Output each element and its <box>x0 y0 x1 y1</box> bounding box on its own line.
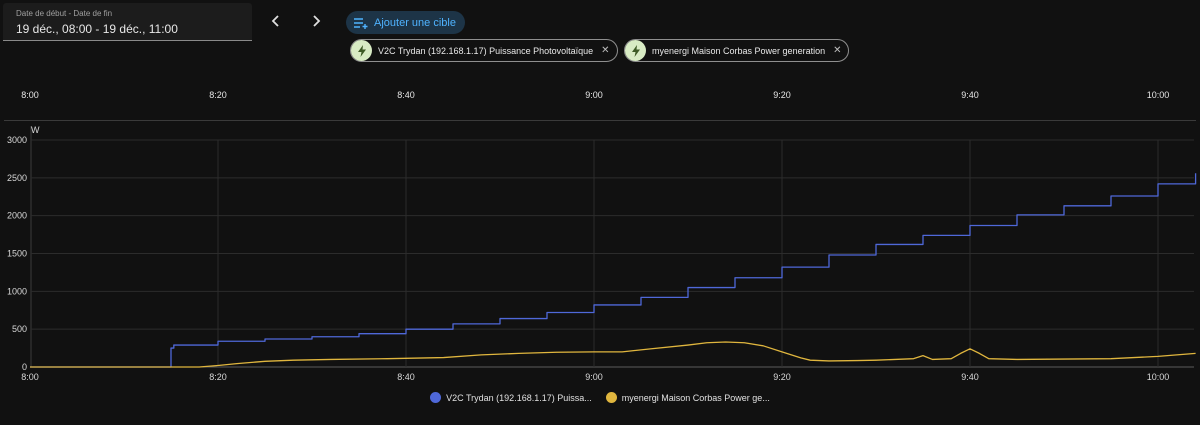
y-axis-label: W <box>31 125 40 135</box>
y-tick-label: 1500 <box>7 249 27 259</box>
date-range-label: Date de début - Date de fin <box>16 9 113 18</box>
y-tick-label: 3000 <box>7 135 27 145</box>
lightning-icon <box>625 40 646 61</box>
x-tick-label: 8:00 <box>21 372 39 382</box>
timeline-label: 9:40 <box>961 90 979 100</box>
timeline-label: 8:20 <box>209 90 227 100</box>
legend-swatch <box>605 392 617 403</box>
target-chip-myenergi[interactable]: myenergi Maison Corbas Power generation … <box>624 39 850 62</box>
date-range-picker[interactable]: Date de début - Date de fin 19 déc., 08:… <box>3 3 252 41</box>
legend-label: myenergi Maison Corbas Power ge... <box>621 392 770 403</box>
y-tick-label: 500 <box>12 324 27 334</box>
timeline-label: 9:00 <box>585 90 603 100</box>
y-tick-label: 2500 <box>7 173 27 183</box>
chevron-right-icon <box>313 15 321 27</box>
series-line-0 <box>30 173 1197 368</box>
x-tick-label: 9:40 <box>961 372 979 382</box>
series-line-1 <box>30 341 1196 368</box>
previous-period-button[interactable] <box>264 10 288 34</box>
timeline-label: 9:20 <box>773 90 791 100</box>
chart-legend: V2C Trydan (192.168.1.17) Puissa... myen… <box>0 392 1200 403</box>
add-target-button[interactable]: Ajouter une cible <box>346 11 465 34</box>
timeline-label: 10:00 <box>1146 90 1170 100</box>
x-tick-label: 8:20 <box>209 372 227 382</box>
close-icon[interactable]: ✕ <box>833 45 842 56</box>
y-tick-label: 1000 <box>7 286 27 296</box>
x-tick-label: 9:20 <box>773 372 791 382</box>
target-chip-label: myenergi Maison Corbas Power generation <box>652 45 826 56</box>
add-target-label: Ajouter une cible <box>374 16 456 29</box>
date-range-value: 19 déc., 08:00 - 19 déc., 11:00 <box>16 22 178 36</box>
legend-item-myenergi[interactable]: myenergi Maison Corbas Power ge... <box>605 392 770 403</box>
target-chip-label: V2C Trydan (192.168.1.17) Puissance Phot… <box>378 45 594 56</box>
playlist-add-icon <box>354 17 368 29</box>
target-chip-v2c-trydan[interactable]: V2C Trydan (192.168.1.17) Puissance Phot… <box>350 39 618 62</box>
timeline-label: 8:40 <box>397 90 415 100</box>
legend-swatch <box>430 392 442 403</box>
lightning-icon <box>351 40 372 61</box>
legend-item-v2c-trydan[interactable]: V2C Trydan (192.168.1.17) Puissa... <box>430 392 592 403</box>
timeline-divider <box>4 120 1196 121</box>
close-icon[interactable]: ✕ <box>601 45 610 56</box>
legend-label: V2C Trydan (192.168.1.17) Puissa... <box>446 392 592 403</box>
y-tick-label: 0 <box>22 362 27 372</box>
x-tick-label: 10:00 <box>1147 372 1170 382</box>
y-tick-label: 2000 <box>7 211 27 221</box>
timeline-label: 8:00 <box>21 90 39 100</box>
x-tick-label: 9:00 <box>585 372 603 382</box>
chevron-left-icon <box>271 15 279 27</box>
next-period-button[interactable] <box>304 10 328 34</box>
x-tick-label: 8:40 <box>397 372 415 382</box>
